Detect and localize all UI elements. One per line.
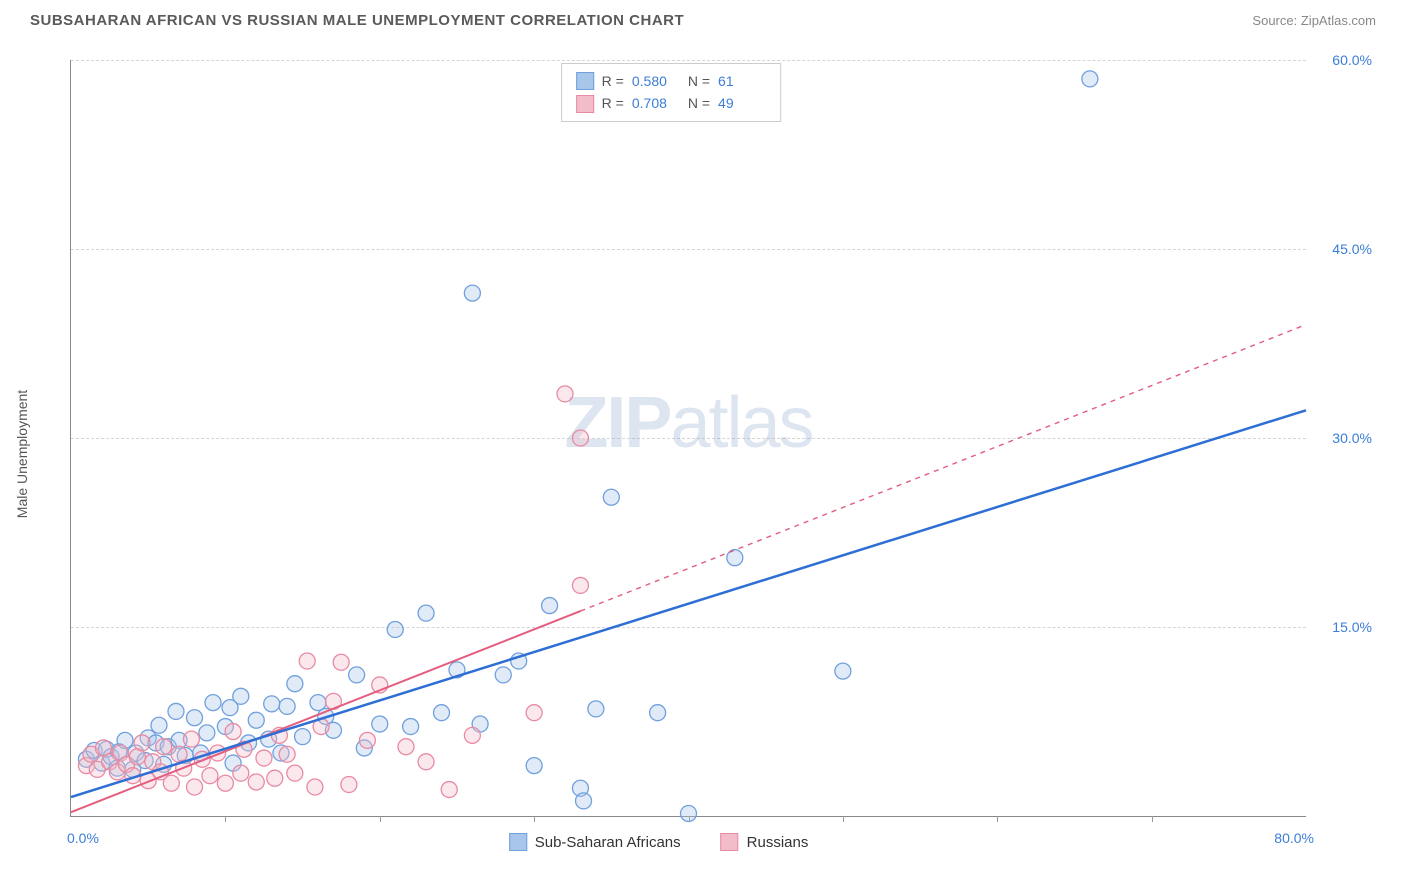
data-point: [434, 705, 450, 721]
data-point: [650, 705, 666, 721]
data-point: [495, 667, 511, 683]
data-point: [464, 727, 480, 743]
x-tick: [534, 816, 535, 822]
x-tick: [380, 816, 381, 822]
data-point: [248, 712, 264, 728]
r-value-1: 0.708: [632, 92, 680, 114]
data-point: [233, 688, 249, 704]
n-value-0: 61: [718, 70, 766, 92]
y-tick-label: 60.0%: [1332, 52, 1372, 68]
y-tick-label: 15.0%: [1332, 619, 1372, 635]
x-tick: [997, 816, 998, 822]
legend-swatch-blue: [509, 833, 527, 851]
data-point: [299, 653, 315, 669]
data-point: [279, 746, 295, 762]
x-tick: [1152, 816, 1153, 822]
data-point: [287, 676, 303, 692]
y-tick-label: 45.0%: [1332, 241, 1372, 257]
n-label: N =: [688, 70, 710, 92]
data-point: [307, 779, 323, 795]
data-point: [526, 758, 542, 774]
data-point: [418, 605, 434, 621]
legend-swatch-pink: [721, 833, 739, 851]
data-point: [333, 654, 349, 670]
data-point: [588, 701, 604, 717]
data-point: [557, 386, 573, 402]
data-point: [233, 765, 249, 781]
data-point: [418, 754, 434, 770]
data-point: [603, 489, 619, 505]
data-point: [403, 719, 419, 735]
y-tick-label: 30.0%: [1332, 430, 1372, 446]
data-point: [225, 724, 241, 740]
r-label: R =: [602, 70, 624, 92]
data-point: [202, 768, 218, 784]
legend-item-0: Sub-Saharan Africans: [509, 833, 681, 851]
chart-container: Male Unemployment ZIPatlas R = 0.580 N =…: [30, 45, 1376, 862]
data-point: [359, 732, 375, 748]
data-point: [835, 663, 851, 679]
data-point: [464, 285, 480, 301]
series-legend: Sub-Saharan Africans Russians: [509, 833, 809, 851]
data-point: [187, 710, 203, 726]
legend-swatch-pink: [576, 95, 594, 113]
n-label: N =: [688, 92, 710, 114]
source-credit: Source: ZipAtlas.com: [1252, 13, 1376, 28]
data-point: [572, 577, 588, 593]
x-tick-max: 80.0%: [1274, 830, 1314, 846]
data-point: [205, 695, 221, 711]
data-point: [264, 696, 280, 712]
data-point: [576, 793, 592, 809]
trend-line: [71, 611, 580, 812]
data-point: [168, 703, 184, 719]
data-point: [134, 735, 150, 751]
legend-item-1: Russians: [721, 833, 809, 851]
n-value-1: 49: [718, 92, 766, 114]
data-point: [151, 717, 167, 733]
data-point: [295, 729, 311, 745]
data-point: [526, 705, 542, 721]
data-point: [187, 779, 203, 795]
r-label: R =: [602, 92, 624, 114]
data-point: [183, 731, 199, 747]
x-tick: [843, 816, 844, 822]
data-point: [248, 774, 264, 790]
data-point: [681, 805, 697, 821]
legend-label-1: Russians: [747, 834, 809, 851]
trend-line: [71, 410, 1306, 797]
data-point: [542, 598, 558, 614]
data-point: [1082, 71, 1098, 87]
data-point: [387, 622, 403, 638]
data-point: [372, 716, 388, 732]
data-point: [163, 775, 179, 791]
x-tick: [225, 816, 226, 822]
data-point: [217, 775, 233, 791]
data-point: [267, 770, 283, 786]
data-point: [256, 750, 272, 766]
scatter-svg: [71, 60, 1306, 816]
data-point: [279, 698, 295, 714]
data-point: [287, 765, 303, 781]
chart-title: SUBSAHARAN AFRICAN VS RUSSIAN MALE UNEMP…: [30, 12, 684, 29]
legend-row-series-1: R = 0.708 N = 49: [576, 92, 766, 114]
chart-header: SUBSAHARAN AFRICAN VS RUSSIAN MALE UNEMP…: [0, 0, 1406, 37]
source-label: Source:: [1252, 13, 1297, 28]
data-point: [156, 739, 172, 755]
trend-line-dashed: [580, 325, 1306, 611]
data-point: [349, 667, 365, 683]
legend-row-series-0: R = 0.580 N = 61: [576, 70, 766, 92]
legend-label-0: Sub-Saharan Africans: [535, 834, 681, 851]
data-point: [398, 739, 414, 755]
x-tick-min: 0.0%: [67, 830, 99, 846]
correlation-legend: R = 0.580 N = 61 R = 0.708 N = 49: [561, 63, 781, 122]
y-axis-label: Male Unemployment: [14, 389, 30, 517]
plot-area: ZIPatlas R = 0.580 N = 61 R = 0.708 N = …: [70, 60, 1306, 817]
r-value-0: 0.580: [632, 70, 680, 92]
data-point: [341, 777, 357, 793]
data-point: [441, 782, 457, 798]
data-point: [572, 430, 588, 446]
data-point: [199, 725, 215, 741]
legend-swatch-blue: [576, 72, 594, 90]
source-value: ZipAtlas.com: [1301, 13, 1376, 28]
